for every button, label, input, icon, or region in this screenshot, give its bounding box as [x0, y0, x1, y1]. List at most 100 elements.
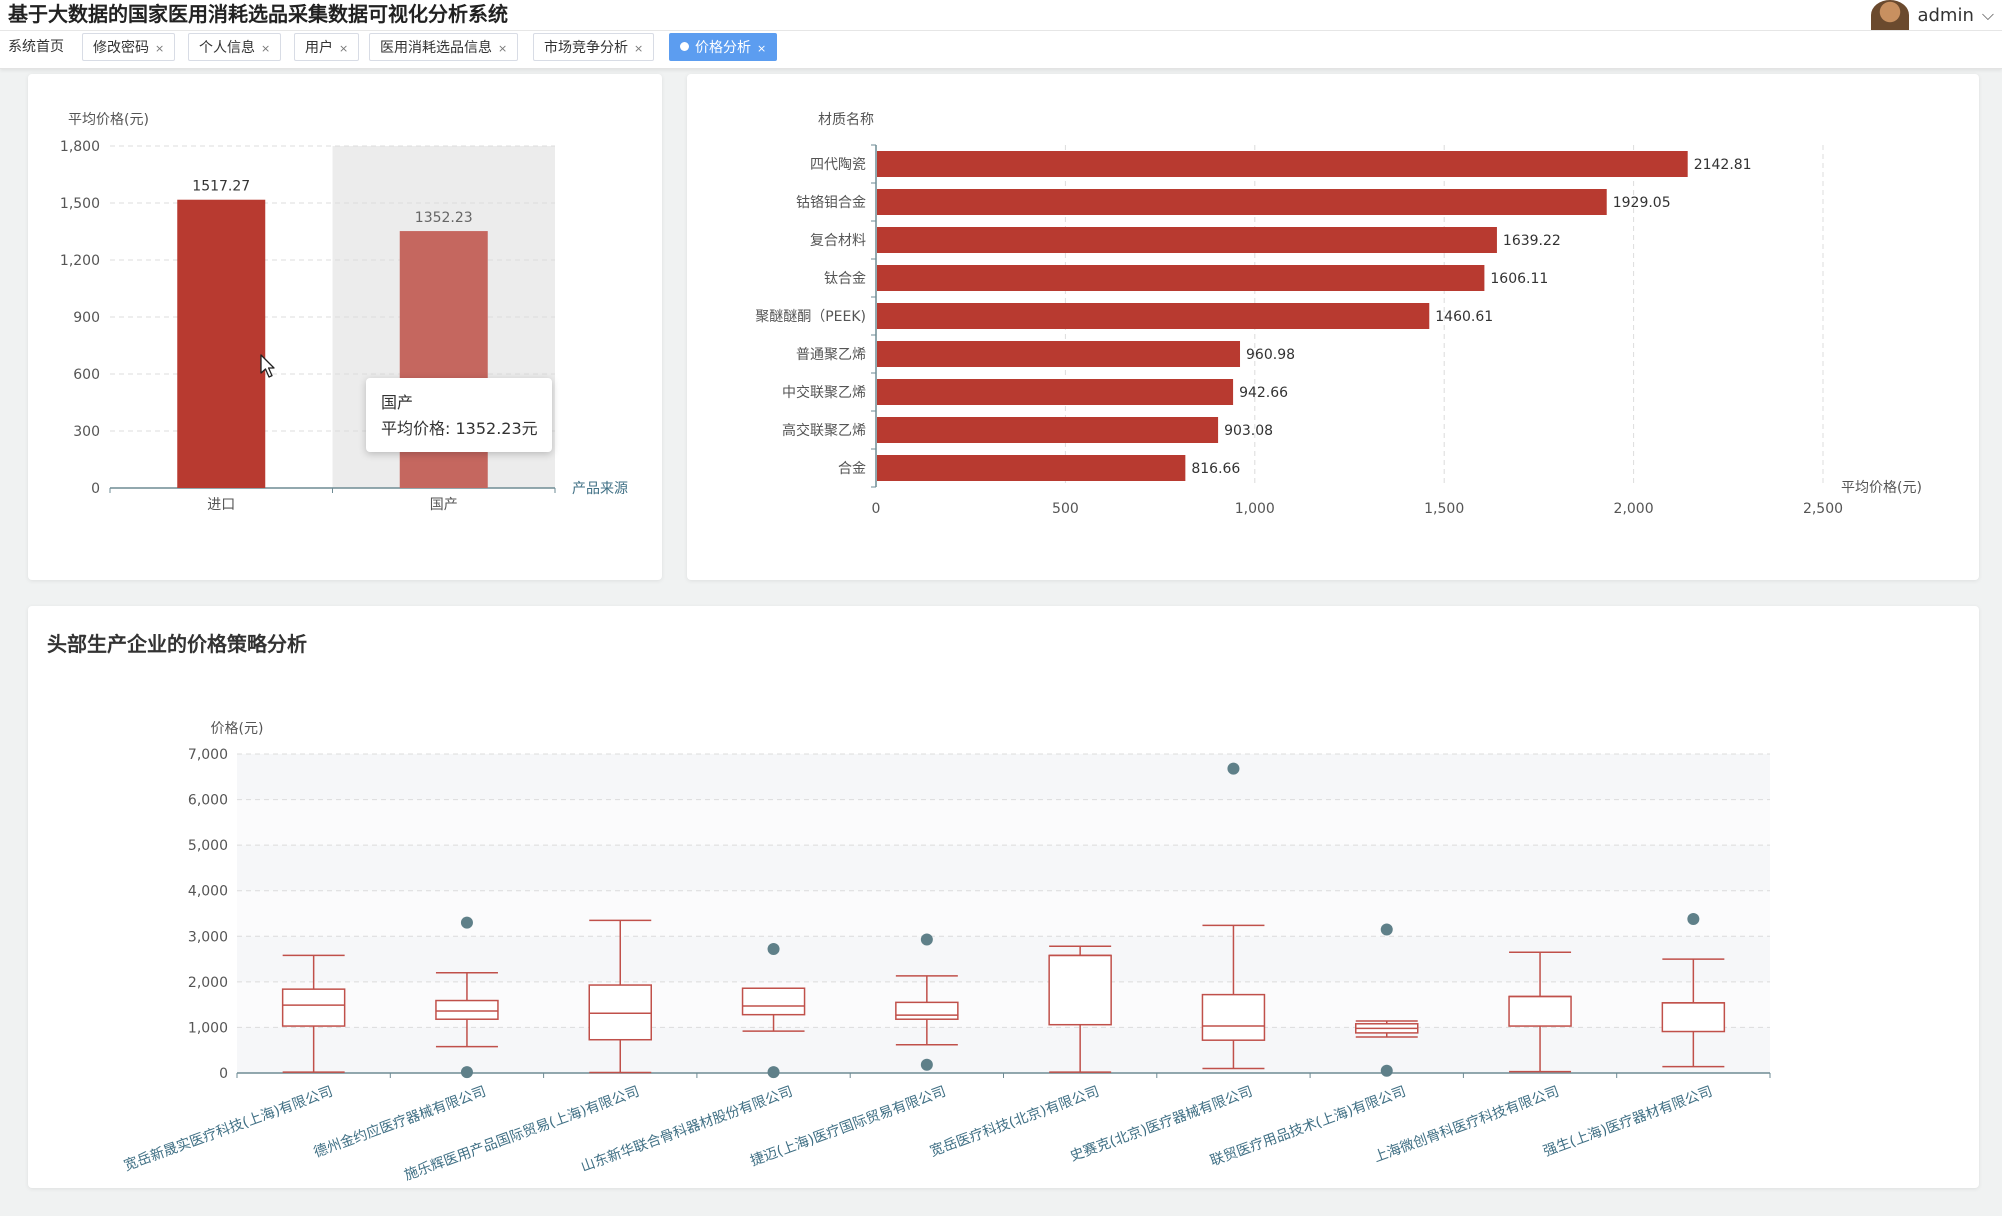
y-tick-label: 6,000 [188, 793, 228, 809]
close-icon[interactable]: × [757, 42, 767, 55]
box [1201, 993, 1266, 1041]
outlier-point [1380, 923, 1393, 936]
username[interactable]: admin [1917, 4, 1974, 26]
tab-users[interactable]: 用户 × [294, 33, 360, 61]
bar-value-label: 1606.11 [1490, 271, 1548, 287]
tab-bar: 系统首页 修改密码 × 个人信息 × 用户 × 医用消耗选品信息 × 市场竞争分析 × 价… [0, 31, 2002, 69]
outlier-point [1380, 1064, 1393, 1077]
tab-home[interactable]: 系统首页 [0, 33, 74, 61]
y-tick-label: 高交联聚乙烯 [782, 422, 866, 439]
bar [177, 199, 266, 488]
outlier-point [1227, 762, 1240, 775]
bar-value-label: 903.08 [1224, 423, 1273, 439]
bar [877, 265, 1485, 291]
tooltip-title: 国产 [381, 393, 414, 412]
y-tick-label: 四代陶瓷 [810, 157, 866, 173]
close-icon[interactable]: × [498, 42, 508, 55]
y-tick-label: 普通聚乙烯 [796, 347, 866, 363]
bar [877, 189, 1607, 215]
x-tick-label: 宽岳新晟实医疗科技(上海)有限公司 [122, 1083, 335, 1175]
close-icon[interactable]: × [634, 42, 644, 55]
tab-label: 修改密码 [93, 40, 149, 56]
y-tick-label: 600 [73, 367, 100, 383]
tab-price-analysis[interactable]: 价格分析 × [669, 33, 778, 61]
chevron-down-icon[interactable]: ⌵ [1981, 5, 1994, 24]
y-tick-label: 合金 [838, 461, 866, 477]
box [435, 999, 499, 1020]
outlier-point [460, 916, 473, 929]
y-axis-title: 材质名称 [818, 112, 874, 128]
x-tick-label: 2,500 [1803, 501, 1843, 517]
bar-value-label: 1517.27 [192, 179, 250, 195]
bar [877, 303, 1430, 329]
bar [877, 379, 1234, 405]
bar [877, 341, 1241, 367]
y-tick-label: 300 [73, 424, 100, 440]
box [1508, 995, 1572, 1027]
tooltip-value: 平均价格: 1352.23元 [381, 419, 538, 438]
split-area [237, 936, 1770, 982]
manufacturer-price-card: 头部生产企业的价格策略分析 0 1,000 2,000 3,000 4,000 5,000… [28, 606, 1979, 1188]
tab-label: 市场竞争分析 [544, 40, 628, 56]
tab-consumables-info[interactable]: 医用消耗选品信息 × [369, 33, 519, 61]
close-icon[interactable]: × [261, 42, 271, 55]
avatar[interactable] [1871, 0, 1910, 30]
bar [877, 455, 1186, 481]
y-axis-title: 平均价格(元) [68, 112, 149, 128]
mouse-cursor-icon [260, 354, 275, 378]
y-tick-label: 聚醚醚酮（PEEK) [755, 309, 866, 325]
close-icon[interactable]: × [339, 42, 349, 55]
box [588, 984, 652, 1041]
y-axis-title: 价格(元) [211, 721, 264, 737]
split-area [237, 890, 1770, 937]
tab-label: 医用消耗选品信息 [380, 40, 492, 56]
bar-value-label: 816.66 [1191, 461, 1240, 477]
top-bar: 基于大数据的国家医用消耗选品采集数据可视化分析系统 admin ⌵ [0, 0, 2002, 31]
y-tick-label: 4,000 [188, 884, 228, 900]
y-tick-label: 5,000 [188, 838, 228, 854]
bar [877, 227, 1497, 253]
manufacturer-price-boxplot: 0 1,000 2,000 3,000 4,000 5,000 6,000 7,000 价格(元… [122, 721, 1771, 1184]
tab-profile[interactable]: 个人信息 × [188, 33, 282, 61]
bar-value-label: 960.98 [1246, 347, 1295, 363]
split-area [237, 799, 1770, 846]
outlier-point [767, 1066, 780, 1079]
x-tick-label: 进口 [207, 497, 235, 513]
origin-price-card: 0 300 600 900 1,200 1,500 1,800 平均价格(元) 1517.27 进… [28, 74, 662, 580]
y-tick-label: 1,500 [60, 196, 100, 212]
y-tick-label: 1,200 [60, 253, 100, 269]
split-area [237, 1027, 1770, 1073]
material-price-chart: 0 500 1,000 1,500 2,000 2,500 2142.81 四代陶瓷 1929.… [755, 112, 1922, 517]
tab-change-password[interactable]: 修改密码 × [82, 33, 176, 61]
y-tick-label: 中交联聚乙烯 [782, 384, 866, 401]
y-tick-label: 3,000 [188, 929, 228, 945]
x-tick-label: 施乐辉医用产品国际贸易(上海)有限公司 [402, 1084, 641, 1184]
box [895, 1001, 959, 1020]
bar-value-label: 1460.61 [1435, 309, 1493, 325]
x-tick-label: 1,000 [1235, 501, 1275, 517]
bar-value-label: 2142.81 [1694, 157, 1752, 173]
x-tick-label: 强生(上海)医疗器材有限公司 [1541, 1084, 1715, 1160]
bar [877, 417, 1219, 443]
split-area [237, 845, 1770, 891]
y-tick-label: 钛合金 [824, 271, 866, 287]
active-dot-icon [680, 42, 689, 51]
y-tick-label: 钴铬钼合金 [796, 195, 866, 211]
bar [877, 151, 1688, 177]
box [1661, 1002, 1726, 1033]
outlier-point [1687, 912, 1700, 925]
box [1048, 954, 1112, 1026]
origin-price-chart: 0 300 600 900 1,200 1,500 1,800 平均价格(元) 1517.27 进… [60, 112, 628, 513]
y-tick-label: 900 [73, 310, 100, 326]
y-tick-label: 复合材料 [810, 232, 866, 249]
tab-label: 用户 [305, 40, 333, 56]
y-tick-label: 7,000 [188, 747, 228, 763]
user-menu[interactable]: admin ⌵ [1871, 0, 1994, 30]
box [281, 988, 346, 1027]
chart-tooltip: 国产 平均价格: 1352.23元 [366, 378, 552, 452]
x-tick-label: 2,000 [1614, 501, 1654, 517]
close-icon[interactable]: × [155, 42, 165, 55]
tab-market-competition[interactable]: 市场竞争分析 × [533, 33, 655, 61]
outlier-point [460, 1066, 473, 1079]
y-tick-label: 1,000 [188, 1020, 228, 1036]
